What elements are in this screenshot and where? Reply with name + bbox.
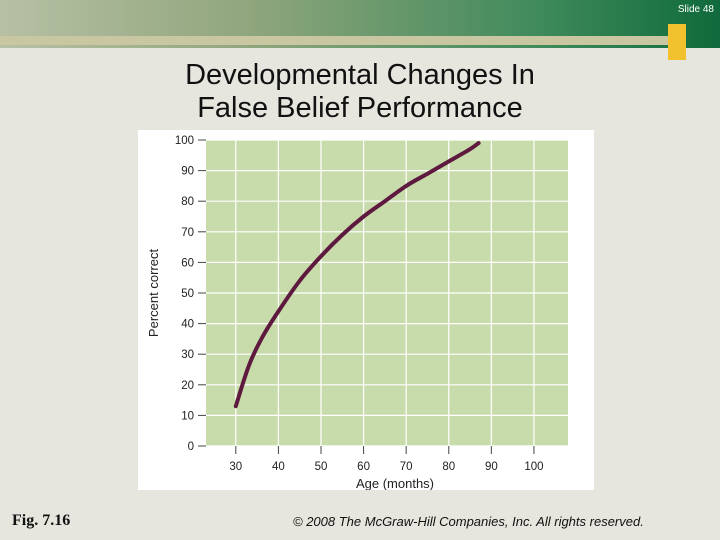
copyright-notice: © 2008 The McGraw-Hill Companies, Inc. A… xyxy=(293,514,644,529)
x-tick-label: 50 xyxy=(315,461,328,473)
x-tick-label: 60 xyxy=(357,461,370,473)
header-accent-box xyxy=(668,24,686,60)
y-tick-label: 60 xyxy=(181,257,194,269)
y-tick-label: 80 xyxy=(181,196,194,208)
y-tick-label: 20 xyxy=(181,380,194,392)
header-accent-line xyxy=(0,36,668,45)
y-tick-label: 0 xyxy=(188,441,194,453)
y-tick-label: 30 xyxy=(181,349,194,361)
grid-lines xyxy=(206,139,568,447)
x-tick-label: 80 xyxy=(442,461,455,473)
x-axis-ticks: 30 40 50 60 70 80 90 100 xyxy=(229,446,544,473)
performance-curve xyxy=(233,141,481,409)
y-tick-label: 50 xyxy=(181,288,194,300)
figure-label: Fig. 7.16 xyxy=(12,512,71,529)
slide-title-line-2: False Belief Performance xyxy=(197,92,523,124)
x-tick-label: 30 xyxy=(229,461,242,473)
x-tick-label: 90 xyxy=(485,461,498,473)
y-axis-ticks: 0 10 20 30 40 50 60 70 80 90 100 xyxy=(175,135,206,453)
y-tick-label: 10 xyxy=(181,410,194,422)
x-tick-label: 40 xyxy=(272,461,285,473)
x-axis-label: Age (months) xyxy=(356,476,434,490)
slide-number: Slide 48 xyxy=(677,4,714,15)
slide-title-line-1: Developmental Changes In xyxy=(185,59,535,91)
x-tick-label: 70 xyxy=(400,461,413,473)
y-tick-label: 90 xyxy=(181,166,194,178)
chart-panel: 0 10 20 30 40 50 60 70 80 90 100 30 40 50 60 70 80 90 100… xyxy=(138,130,594,491)
x-tick-label: 100 xyxy=(524,461,543,473)
y-axis-label: Percent correct xyxy=(146,249,161,338)
y-tick-label: 40 xyxy=(181,319,194,331)
y-tick-label: 100 xyxy=(175,135,194,147)
false-belief-chart: 0 10 20 30 40 50 60 70 80 90 100 30 40 50 60 70 80 90 100… xyxy=(146,135,568,491)
y-tick-label: 70 xyxy=(181,227,194,239)
